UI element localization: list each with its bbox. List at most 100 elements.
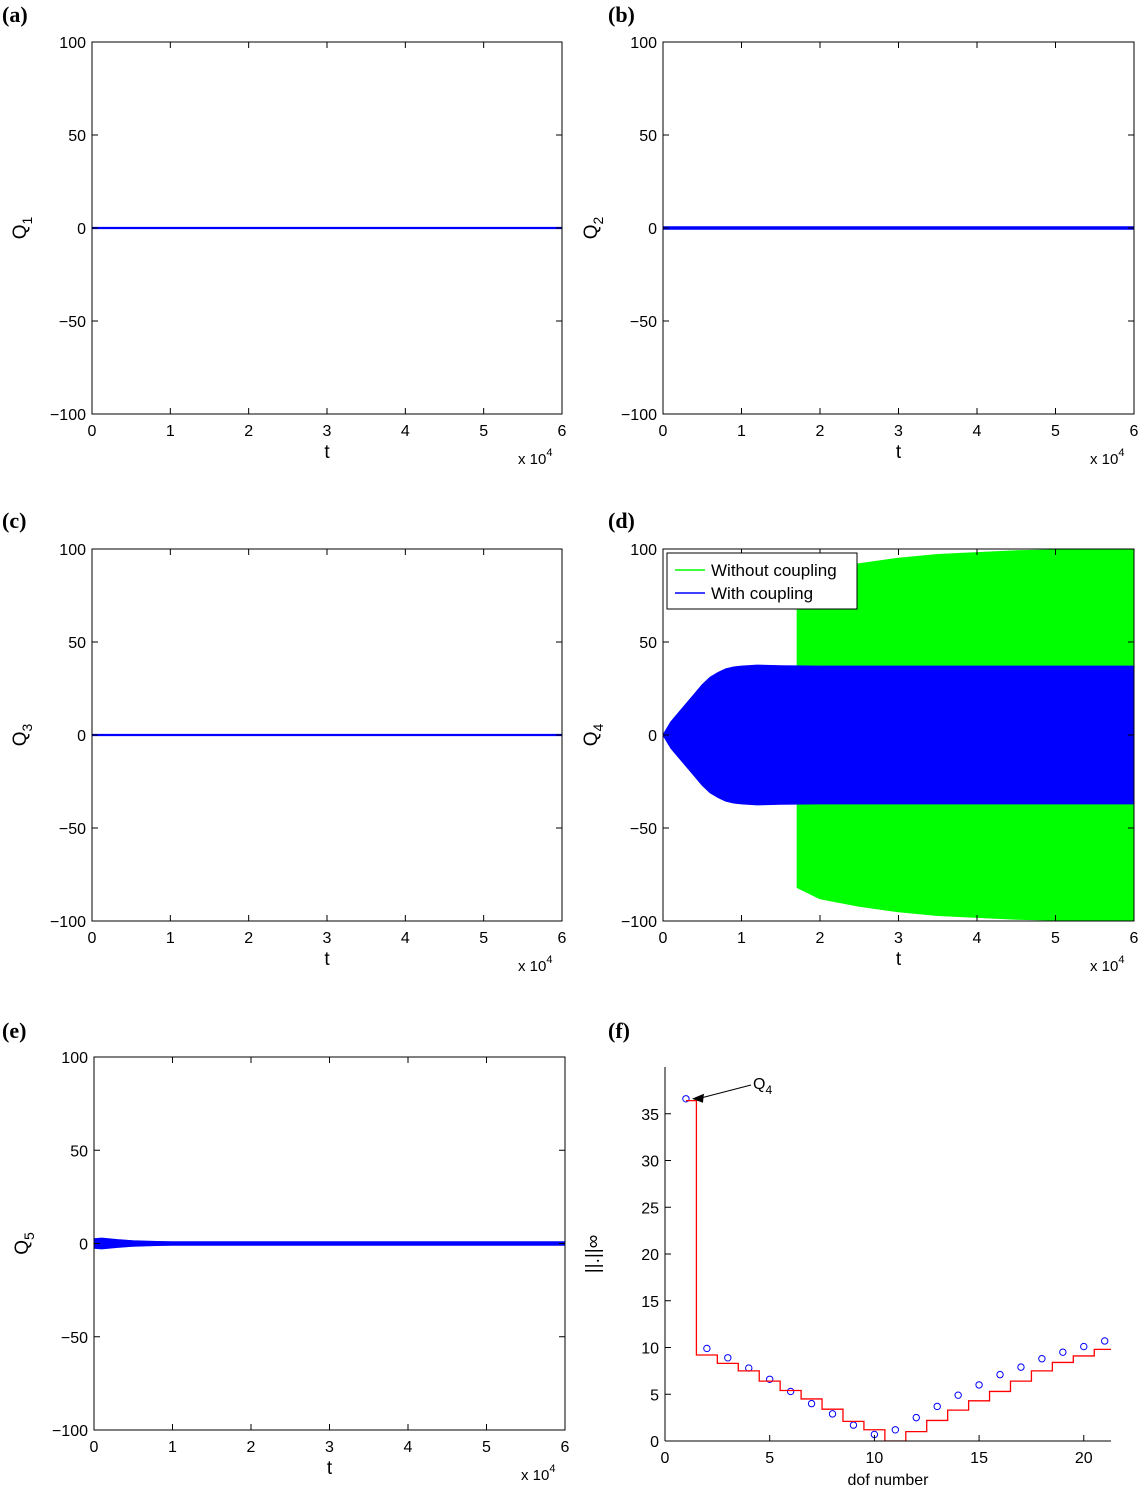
y-axis-label: Q5 <box>12 1232 37 1255</box>
data-point-15 <box>975 1381 983 1389</box>
data-point-2 <box>703 1344 711 1353</box>
y-axis-label: Q4 <box>581 724 606 747</box>
x-tick-label: 5 <box>765 1450 774 1467</box>
data-point-3 <box>724 1354 732 1362</box>
x-tick-label: 4 <box>404 1439 413 1456</box>
x-tick-label: 2 <box>244 930 253 947</box>
y-tick-label: 30 <box>641 1154 659 1171</box>
y-tick-label: 0 <box>650 1434 659 1451</box>
chart-f: 0 5 10 15 20 0 5 10 15 20 25 30 35 dof number ||.||∞ Q4 <box>583 1067 1111 1489</box>
data-layer <box>94 1237 565 1250</box>
x-axis-multiplier-exponent: 4 <box>1118 954 1124 966</box>
data-layer <box>682 1095 1111 1441</box>
y-tick-label: 50 <box>639 635 657 652</box>
annotation-subscript: 4 <box>765 1083 772 1097</box>
x-tick-label: 0 <box>659 930 668 947</box>
y-tick-label: −100 <box>52 1423 88 1440</box>
panel-label-a: (a) <box>2 2 28 27</box>
y-tick-label: 100 <box>630 542 657 559</box>
chart-c: 0 1 2 3 4 5 6 −100 −50 0 50 100 t Q3 x 104 <box>10 542 567 975</box>
data-point-9 <box>849 1421 858 1429</box>
x-tick-label: 5 <box>482 1439 491 1456</box>
y-tick-label: 0 <box>79 1237 88 1254</box>
panel-label-c: (c) <box>2 508 27 533</box>
x-tick-label: 0 <box>88 423 97 440</box>
x-axis-multiplier-exponent: 4 <box>549 1463 555 1475</box>
data-layer <box>92 226 562 230</box>
panel-label-d: (d) <box>608 508 635 533</box>
y-tick-label: −100 <box>50 407 86 424</box>
x-axis-multiplier: x 104 <box>1090 447 1124 468</box>
x-tick-label: 1 <box>166 423 175 440</box>
y-axis-label-subscript: 4 <box>590 724 606 732</box>
data-point-12 <box>912 1413 920 1422</box>
y-tick-label: −50 <box>61 1330 88 1347</box>
x-tick-label: 5 <box>1051 423 1060 440</box>
y-tick-label: 50 <box>639 128 657 145</box>
x-tick-label: 6 <box>561 1439 570 1456</box>
y-tick-label: −100 <box>621 407 657 424</box>
x-axis-label: t <box>324 442 330 463</box>
legend-label-1: With coupling <box>711 584 813 603</box>
data-point-18 <box>1038 1355 1046 1363</box>
y-axis-label-subscript: 1 <box>19 217 35 225</box>
x-tick-label: 3 <box>323 423 332 440</box>
legend-label-0: Without coupling <box>711 561 837 580</box>
x-tick-label: 3 <box>323 930 332 947</box>
x-tick-label: 3 <box>894 423 903 440</box>
x-axis-multiplier: x 104 <box>1090 954 1124 975</box>
chart-b: 0 1 2 3 4 5 6 −100 −50 0 50 100 t Q2 x 104 <box>581 35 1139 468</box>
y-tick-label: −50 <box>59 314 86 331</box>
x-tick-label: 5 <box>1051 930 1060 947</box>
x-tick-label: 4 <box>973 423 982 440</box>
data-point-11 <box>891 1426 900 1434</box>
data-point-16 <box>996 1370 1004 1379</box>
x-tick-label: 2 <box>816 423 825 440</box>
series-step-line <box>685 1100 1111 1441</box>
y-tick-label: 50 <box>68 635 86 652</box>
y-tick-label: 5 <box>650 1387 659 1404</box>
x-tick-label: 0 <box>659 423 668 440</box>
x-tick-label: 2 <box>816 930 825 947</box>
y-tick-label: 100 <box>61 1050 88 1067</box>
data-point-20 <box>1080 1342 1088 1351</box>
x-tick-label: 6 <box>1130 930 1139 947</box>
y-tick-label: −100 <box>50 914 86 931</box>
legend-box <box>666 552 858 610</box>
x-axis-label: t <box>327 1458 333 1479</box>
y-axis-label: Q1 <box>10 217 35 240</box>
data-point-17 <box>1017 1363 1025 1371</box>
x-tick-label: 0 <box>661 1450 670 1467</box>
y-axis-label-subscript: 5 <box>21 1232 37 1240</box>
series-band-0 <box>92 226 562 230</box>
x-tick-label: 1 <box>168 1439 177 1456</box>
y-tick-label: 0 <box>648 728 657 745</box>
x-tick-label: 6 <box>558 423 567 440</box>
series-band-0 <box>663 226 1134 230</box>
y-tick-label: −50 <box>630 821 657 838</box>
panel-label-e: (e) <box>2 1018 27 1043</box>
x-tick-label: 3 <box>894 930 903 947</box>
data-point-5 <box>765 1375 774 1383</box>
chart-d: 0 1 2 3 4 5 6 −100 −50 0 50 100 t Q4 x 104 Without coup… <box>581 542 1139 975</box>
y-tick-label: −50 <box>630 314 657 331</box>
y-tick-label: −50 <box>59 821 86 838</box>
x-tick-label: 2 <box>244 423 253 440</box>
y-tick-label: 100 <box>630 35 657 52</box>
x-tick-label: 0 <box>88 930 97 947</box>
x-tick-label: 6 <box>558 930 567 947</box>
chart-a: 0 1 2 3 4 5 6 −100 −50 0 50 100 t Q1 x 104 <box>10 35 567 468</box>
series-band-1 <box>663 664 1134 806</box>
y-tick-label: 50 <box>68 128 86 145</box>
data-point-7 <box>807 1399 816 1408</box>
x-tick-label: 4 <box>973 930 982 947</box>
x-axis-multiplier: x 104 <box>518 954 552 975</box>
data-point-14 <box>954 1391 962 1399</box>
panel-label-b: (b) <box>608 2 635 27</box>
y-axis-label: Q3 <box>10 724 35 747</box>
data-point-21 <box>1101 1337 1109 1345</box>
data-point-8 <box>828 1410 837 1418</box>
y-tick-label: 0 <box>77 221 86 238</box>
x-axis-multiplier: x 104 <box>521 1463 555 1484</box>
data-point-13 <box>933 1402 941 1411</box>
